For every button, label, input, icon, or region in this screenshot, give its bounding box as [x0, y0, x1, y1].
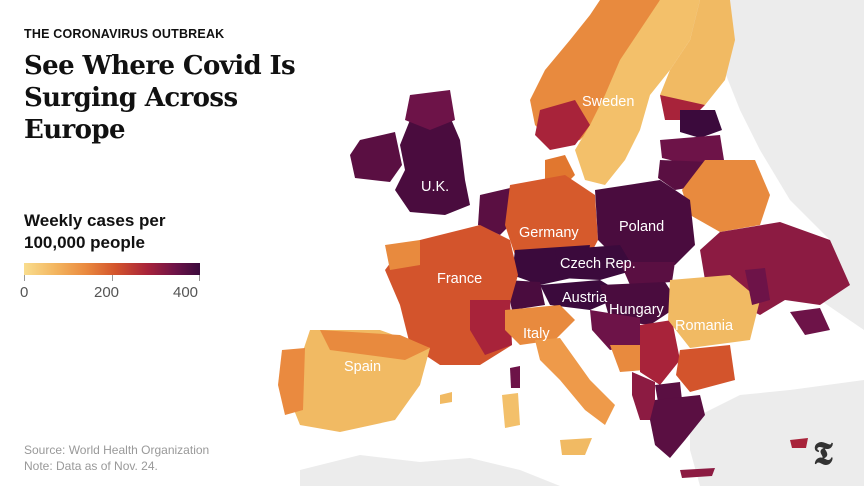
region-moldova — [745, 268, 770, 305]
region-estonia — [680, 110, 722, 138]
source-note: Source: World Health Organization Note: … — [24, 442, 209, 474]
label-czech: Czech Rep. — [560, 256, 636, 272]
legend-label-400: 400 — [173, 284, 199, 301]
region-serbia — [640, 320, 680, 385]
region-slovakia — [620, 262, 675, 285]
label-germany: Germany — [519, 225, 579, 241]
legend-tick-0 — [24, 275, 25, 281]
label-france: France — [437, 271, 482, 287]
region-france-east — [470, 300, 512, 355]
region-hungary — [600, 282, 680, 325]
region-romania — [668, 275, 760, 348]
legend-color-scale — [24, 263, 200, 275]
legend-title-line1: Weekly cases per — [24, 211, 166, 230]
region-balearic — [440, 392, 452, 404]
region-poland — [595, 180, 695, 265]
region-czech — [555, 245, 635, 280]
region-sweden — [575, 0, 700, 185]
region-ireland — [350, 132, 402, 182]
legend-tick-400 — [199, 275, 200, 281]
region-finland — [660, 0, 735, 110]
land-turkey — [690, 380, 864, 486]
region-montenegro-albania — [632, 372, 655, 420]
region-bulgaria — [676, 345, 735, 392]
legend-tick-200 — [112, 275, 113, 281]
region-scotland — [405, 90, 455, 130]
region-crimea — [790, 308, 830, 335]
region-belarus — [682, 160, 770, 232]
label-italy: Italy — [523, 326, 550, 342]
region-bosnia — [610, 345, 645, 372]
label-sweden: Sweden — [582, 94, 634, 110]
label-poland: Poland — [619, 219, 664, 235]
region-cyprus — [790, 438, 808, 448]
region-switzerland — [505, 280, 545, 310]
region-north-macedonia — [655, 382, 682, 402]
land-russia — [720, 0, 864, 330]
headline: See Where Covid Is Surging Across Europe — [24, 51, 296, 145]
land-north-africa — [300, 455, 560, 486]
region-slovenia-croatia — [590, 310, 640, 350]
region-greece — [650, 395, 705, 458]
label-austria: Austria — [562, 290, 608, 306]
label-romania: Romania — [675, 318, 734, 334]
region-uk — [395, 100, 470, 215]
label-uk: U.K. — [421, 179, 449, 195]
region-corsica — [510, 366, 520, 388]
region-brittany — [385, 240, 420, 270]
label-hungary: Hungary — [609, 302, 665, 318]
region-italy — [535, 338, 615, 425]
note-text: Note: Data as of Nov. 24. — [24, 459, 158, 473]
source-text: Source: World Health Organization — [24, 443, 210, 457]
region-norway-south — [535, 100, 590, 150]
legend-title-line2: 100,000 people — [24, 233, 145, 252]
region-latvia — [660, 135, 724, 165]
region-portugal — [278, 348, 305, 415]
legend-label-200: 200 — [94, 284, 120, 301]
nyt-logo-icon: 𝕿 — [813, 434, 833, 472]
region-italy-north — [505, 305, 575, 345]
region-sicily — [560, 438, 592, 455]
region-crete — [680, 468, 715, 478]
legend-label-0: 0 — [20, 284, 29, 301]
region-sardinia — [502, 393, 520, 428]
label-spain: Spain — [344, 359, 381, 375]
region-spain-north — [320, 330, 430, 360]
legend-title: Weekly cases per 100,000 people — [24, 210, 165, 254]
kicker: THE CORONAVIRUS OUTBREAK — [24, 27, 225, 41]
